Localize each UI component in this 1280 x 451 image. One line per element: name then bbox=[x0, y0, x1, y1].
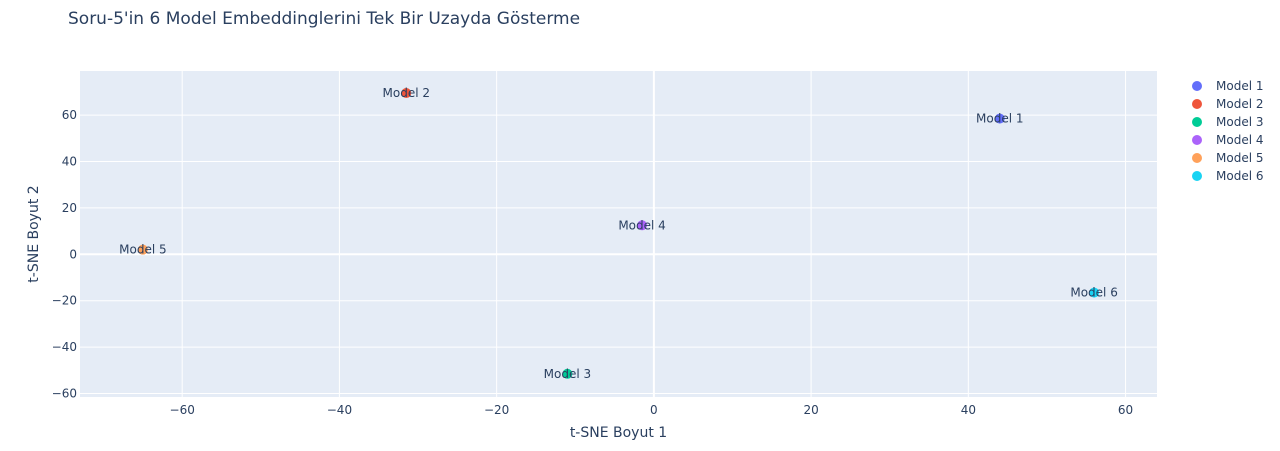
x-tick-label: 40 bbox=[961, 403, 976, 417]
data-points: Model 1 Model 2 Model 3 Model 4 Model 5 Model… bbox=[119, 86, 1118, 381]
legend-item[interactable]: Model 1 bbox=[1192, 79, 1263, 93]
point-label: Model 2 bbox=[383, 86, 430, 100]
legend-marker bbox=[1192, 81, 1202, 91]
data-point bbox=[137, 244, 148, 255]
x-tick-label: −60 bbox=[170, 403, 195, 417]
legend-marker bbox=[1192, 99, 1202, 109]
x-tick-label: 0 bbox=[650, 403, 658, 417]
data-point bbox=[994, 113, 1005, 124]
legend-label: Model 6 bbox=[1216, 169, 1263, 183]
grid-lines bbox=[80, 71, 1157, 397]
legend-item[interactable]: Model 2 bbox=[1192, 97, 1263, 111]
point-label: Model 6 bbox=[1070, 286, 1117, 300]
data-point bbox=[1089, 287, 1100, 298]
y-tick-label: −40 bbox=[52, 340, 77, 354]
y-axis-ticks: −60 −40 −20 0 20 40 60 bbox=[52, 108, 77, 400]
legend-item[interactable]: Model 4 bbox=[1192, 133, 1263, 147]
legend-marker bbox=[1192, 135, 1202, 145]
legend-item[interactable]: Model 6 bbox=[1192, 169, 1263, 183]
x-tick-label: −20 bbox=[484, 403, 509, 417]
legend-label: Model 5 bbox=[1216, 151, 1263, 165]
data-point bbox=[637, 220, 648, 231]
legend-label: Model 2 bbox=[1216, 97, 1263, 111]
y-tick-label: −20 bbox=[52, 294, 77, 308]
y-axis-title: t-SNE Boyut 2 bbox=[26, 185, 42, 282]
legend-marker bbox=[1192, 117, 1202, 127]
point-label: Model 3 bbox=[544, 367, 591, 381]
data-point bbox=[562, 368, 573, 379]
y-tick-label: 60 bbox=[62, 108, 77, 122]
y-tick-label: −60 bbox=[52, 387, 77, 401]
x-tick-label: 60 bbox=[1118, 403, 1133, 417]
point-label: Model 4 bbox=[618, 218, 665, 232]
y-tick-label: 0 bbox=[69, 247, 77, 261]
legend-label: Model 1 bbox=[1216, 79, 1263, 93]
legend-item[interactable]: Model 3 bbox=[1192, 115, 1263, 129]
legend-marker bbox=[1192, 153, 1202, 163]
x-axis-title: t-SNE Boyut 1 bbox=[570, 425, 667, 441]
x-axis-ticks: −60 −40 −20 0 20 40 60 bbox=[170, 403, 1134, 417]
x-tick-label: −40 bbox=[327, 403, 352, 417]
y-tick-label: 20 bbox=[62, 201, 77, 215]
y-tick-label: 40 bbox=[62, 154, 77, 168]
plot-area bbox=[80, 71, 1157, 397]
x-tick-label: 20 bbox=[803, 403, 818, 417]
point-label: Model 1 bbox=[976, 112, 1023, 126]
point-label: Model 5 bbox=[119, 243, 166, 257]
legend-marker bbox=[1192, 171, 1202, 181]
legend: Model 1 Model 2 Model 3 Model 4 Model 5 Model… bbox=[1192, 79, 1263, 183]
data-point bbox=[401, 88, 412, 99]
legend-label: Model 3 bbox=[1216, 115, 1263, 129]
legend-label: Model 4 bbox=[1216, 133, 1263, 147]
legend-item[interactable]: Model 5 bbox=[1192, 151, 1263, 165]
chart-title: Soru-5'in 6 Model Embeddinglerini Tek Bi… bbox=[68, 9, 580, 29]
